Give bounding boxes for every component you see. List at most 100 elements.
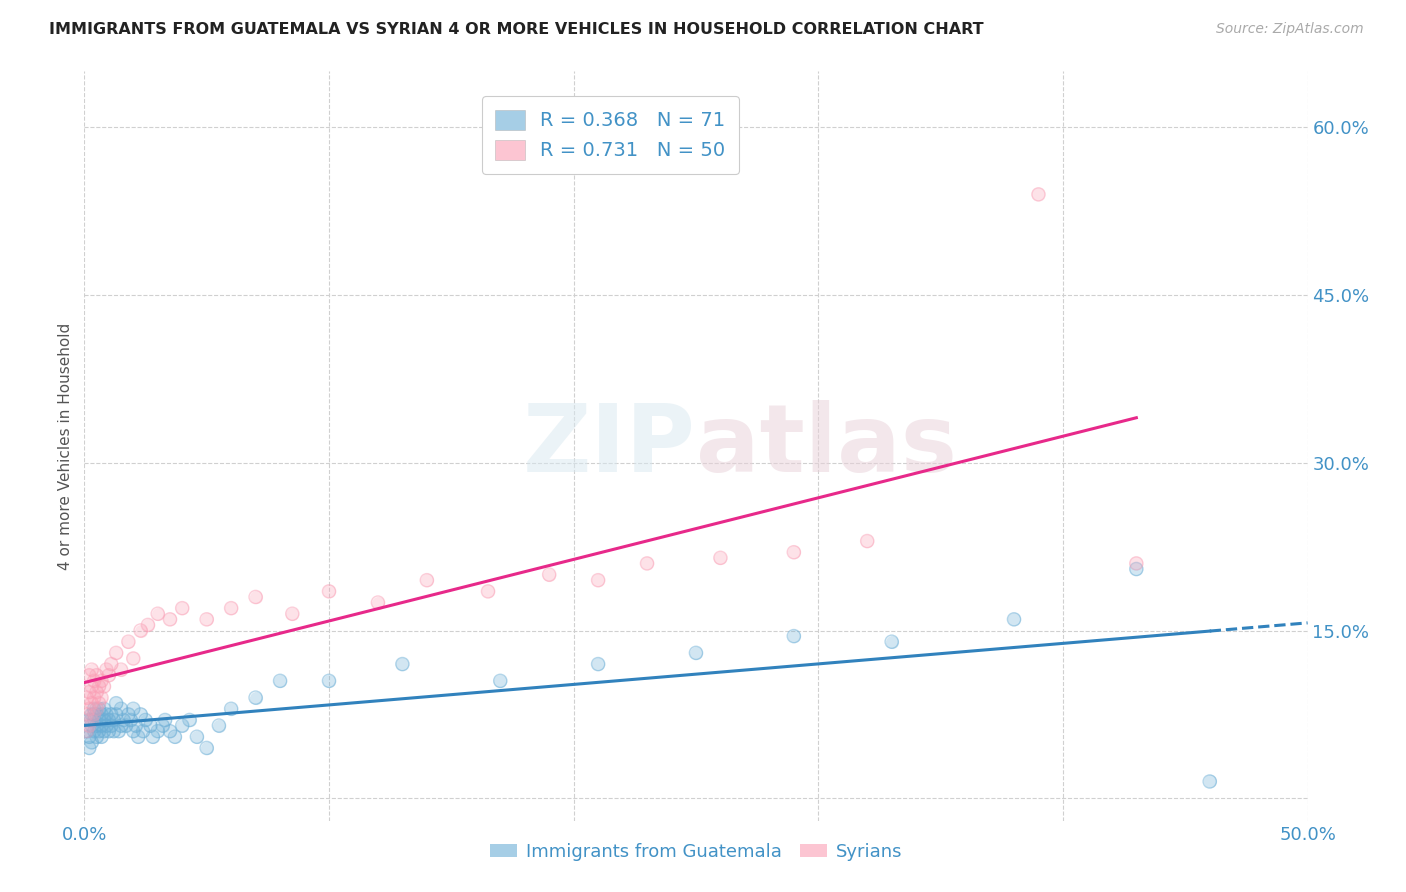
Point [90,718,112,732]
Point [1125,562,1147,576]
Point [856,534,879,549]
Point [1125,557,1147,571]
Point [103,713,125,727]
Point [97,724,120,739]
Point [83,707,105,722]
Point [186,730,208,744]
Point [153,713,176,727]
Point [122,702,145,716]
Point [83,724,105,739]
Point [110,702,132,716]
Point [110,702,132,716]
Point [76,707,98,722]
Point [93,702,115,716]
Point [86,668,108,682]
Point [80,707,103,722]
Point [132,724,155,739]
Point [93,680,115,694]
Point [90,690,112,705]
Point [100,657,122,671]
Point [93,713,115,727]
Point [208,718,231,732]
Point [586,657,609,671]
Point [172,718,194,732]
Point [117,707,139,722]
Point [489,673,512,688]
Point [159,612,181,626]
Point [146,724,169,739]
Point [105,646,128,660]
Point [281,607,304,621]
Point [100,718,122,732]
Point [1198,774,1220,789]
Point [586,573,609,587]
Point [179,713,201,727]
Point [269,673,291,688]
Point [269,673,291,688]
Point [586,573,609,587]
Point [86,702,108,716]
Point [105,696,128,710]
Point [245,590,267,604]
Point [172,718,194,732]
Point [219,702,242,716]
Point [129,624,152,638]
Point [112,713,135,727]
Point [115,718,138,732]
Point [1002,612,1025,626]
Point [146,607,169,621]
Point [83,702,105,716]
Point [96,718,118,732]
Point [77,713,100,727]
Point [1125,562,1147,576]
Point [195,741,218,756]
Point [318,584,340,599]
Point [86,730,108,744]
Point [93,713,115,727]
Point [97,668,120,682]
Point [856,534,879,549]
Point [416,573,439,587]
Point [87,713,110,727]
Point [77,718,100,732]
Point [87,696,110,710]
Point [86,707,108,722]
Point [86,702,108,716]
Point [90,707,112,722]
Point [219,601,242,615]
Point [86,685,108,699]
Point [195,741,218,756]
Point [76,724,98,739]
Point [77,730,100,744]
Point [391,657,413,671]
Point [110,718,132,732]
Point [77,741,100,756]
Point [208,718,231,732]
Y-axis label: 4 or more Vehicles in Household: 4 or more Vehicles in Household [58,322,73,570]
Point [367,596,389,610]
Point [586,657,609,671]
Point [318,673,340,688]
Point [120,713,142,727]
Point [135,713,157,727]
Point [245,690,267,705]
Point [685,646,707,660]
Point [100,657,122,671]
Point [489,673,512,688]
Point [76,707,98,722]
Point [96,707,118,722]
Point [87,713,110,727]
Point [120,713,142,727]
Point [538,567,561,582]
Text: ZIP: ZIP [523,400,696,492]
Point [86,718,108,732]
Point [97,668,120,682]
Point [110,663,132,677]
Point [112,713,135,727]
Point [125,718,148,732]
Point [77,668,100,682]
Point [132,724,155,739]
Point [135,713,157,727]
Point [152,718,174,732]
Point [136,618,159,632]
